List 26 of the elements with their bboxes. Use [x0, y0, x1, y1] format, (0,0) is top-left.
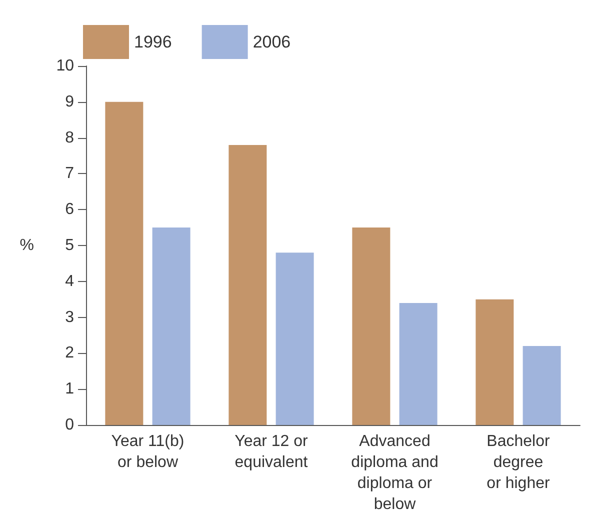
y-tick-label: 7: [65, 165, 74, 182]
bar: [152, 228, 190, 425]
y-tick-label: 3: [65, 308, 74, 326]
bar: [105, 102, 144, 425]
y-tick-label: 2: [65, 344, 74, 362]
bar: [228, 144, 267, 425]
y-tick-label: 0: [65, 416, 74, 434]
x-tick-label: Year 11(b) or below: [111, 433, 184, 471]
y-tick-label: 10: [56, 58, 74, 74]
bar: [476, 299, 514, 425]
bar: [399, 302, 438, 425]
legend-label: 1996: [134, 32, 172, 52]
bar: [522, 346, 561, 425]
bar: [276, 252, 314, 425]
legend-label: 2006: [252, 32, 291, 52]
bar: [352, 228, 390, 425]
x-tick-label: Year 12 or equivalent: [234, 433, 309, 471]
y-tick-label: 4: [65, 272, 74, 290]
y-axis-title: %: [20, 237, 34, 254]
y-tick-label: 1: [65, 380, 74, 398]
x-tick-label: Advanced diploma and diploma or below: [351, 433, 438, 513]
y-tick-label: 8: [65, 129, 74, 146]
x-tick-label: Bachelor degree or higher: [486, 433, 550, 492]
y-tick-label: 5: [65, 237, 74, 254]
y-tick-label: 9: [65, 93, 74, 110]
y-tick-label: 6: [65, 201, 74, 218]
